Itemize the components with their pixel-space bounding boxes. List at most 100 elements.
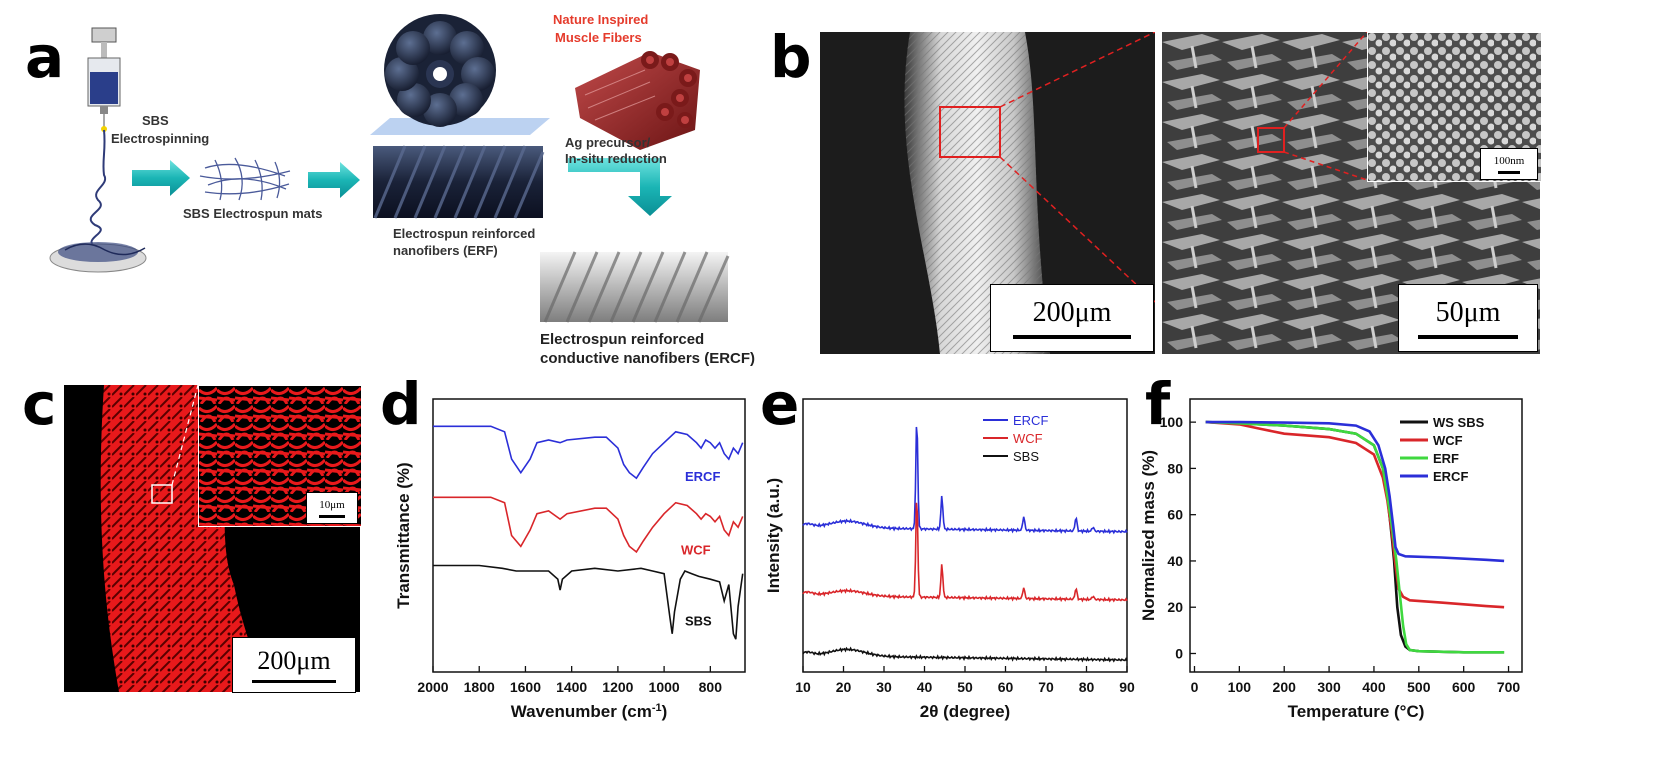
x-tick-label: 90 xyxy=(1119,679,1135,695)
scale-bar-200um: 200μm xyxy=(990,284,1154,352)
x-tick-label: 300 xyxy=(1317,679,1341,695)
syringe-icon xyxy=(87,27,121,132)
fiber-cross-section-icon xyxy=(370,14,550,135)
series-line-wcf xyxy=(802,502,1128,603)
plot-frame xyxy=(432,398,746,673)
label-nature-inspired: Nature Inspired xyxy=(553,12,649,27)
scale-bar-100nm: 100nm xyxy=(1480,148,1538,180)
x-axis-label: Temperature (°C) xyxy=(1288,702,1425,721)
electrospinning-jet xyxy=(89,129,107,249)
x-axis-label: Wavenumber (cm-1) xyxy=(511,702,668,721)
x-tick-label: 40 xyxy=(917,679,933,695)
label-sbs-mats: SBS Electrospun mats xyxy=(183,206,323,221)
scale-bar-50um: 50μm xyxy=(1398,284,1538,352)
series-line-wcf xyxy=(1205,420,1505,609)
x-tick-label: 1200 xyxy=(602,679,633,695)
x-tick-label: 100 xyxy=(1228,679,1252,695)
series-line-ercf xyxy=(433,425,744,480)
x-axis-label: 2θ (degree) xyxy=(920,702,1010,721)
panel-label-e: e xyxy=(760,370,800,438)
y-tick-label: 60 xyxy=(1167,507,1183,523)
panel-label-f: f xyxy=(1145,370,1171,438)
panel-label-b: b xyxy=(770,23,812,91)
series-label-sbs: SBS xyxy=(685,614,712,629)
series-line-ercf xyxy=(802,426,1128,535)
x-tick-label: 600 xyxy=(1452,679,1476,695)
series-line-ercf xyxy=(1205,420,1505,563)
plot-frame xyxy=(802,398,1128,673)
scale-label-200um: 200μm xyxy=(1032,297,1112,328)
arrow-right-icon xyxy=(132,160,190,196)
x-tick-label: 200 xyxy=(1273,679,1297,695)
y-axis-label: Normalized mass (%) xyxy=(1140,450,1158,621)
x-tick-label: 500 xyxy=(1407,679,1431,695)
xrd-chart: 10 20 30 40 50 60 70 80 90 ERCF WCF SBS 2θ (degree) I… xyxy=(765,398,1135,721)
erf-rope-icon xyxy=(373,145,545,219)
x-tick-label: 700 xyxy=(1497,679,1521,695)
scale-label-100nm: 100nm xyxy=(1493,154,1525,167)
label-insitu: In-situ reduction xyxy=(565,151,667,166)
sem-image-nanoparticles xyxy=(1367,32,1542,182)
x-tick-label: 800 xyxy=(699,679,723,695)
plot-frame xyxy=(1189,398,1523,673)
fabrication-schematic xyxy=(49,14,730,323)
legend-label-ercf: ERCF xyxy=(1433,469,1468,484)
label-muscle-fibers: Muscle Fibers xyxy=(555,30,642,45)
panel-label-d: d xyxy=(380,370,422,438)
x-tick-label: 10 xyxy=(795,679,811,695)
scale-label-200um-c: 200μm xyxy=(257,646,331,675)
y-axis-label: Transmittance (%) xyxy=(395,462,413,608)
arrow-down-icon xyxy=(568,158,672,216)
panel-label-a: a xyxy=(25,23,65,91)
x-tick-label: 400 xyxy=(1362,679,1386,695)
legend-label-ws-sbs: WS SBS xyxy=(1433,415,1485,430)
legend-label-wcf: WCF xyxy=(1013,431,1043,446)
x-tick-label: 1800 xyxy=(464,679,495,695)
label-ercf-2: conductive nanofibers (ERCF) xyxy=(540,350,756,367)
tga-chart: 0 100 200 300 400 500 600 700 0 20 40 60 80 100 WS SBS… xyxy=(1140,398,1523,721)
scale-label-10um: 10μm xyxy=(319,498,345,511)
series-line-sbs xyxy=(802,646,1128,663)
muscle-fiber-icon xyxy=(575,51,700,150)
x-tick-label: 70 xyxy=(1038,679,1054,695)
x-tick-label: 1600 xyxy=(510,679,541,695)
legend-label-sbs: SBS xyxy=(1013,449,1039,464)
series-line-erf xyxy=(1205,420,1505,654)
y-tick-label: 0 xyxy=(1175,645,1183,661)
label-ercf-1: Electrospun reinforced xyxy=(540,331,705,348)
scale-label-50um: 50μm xyxy=(1435,297,1501,328)
x-tick-label: 30 xyxy=(876,679,892,695)
panel-label-c: c xyxy=(22,370,57,438)
series-label-wcf: WCF xyxy=(681,543,711,558)
scale-bar-200um-c: 200μm xyxy=(232,637,356,693)
series-label-ercf: ERCF xyxy=(685,469,720,484)
x-tick-label: 20 xyxy=(836,679,852,695)
x-tick-label: 1000 xyxy=(649,679,680,695)
series-line-sbs xyxy=(433,564,744,640)
y-tick-label: 80 xyxy=(1167,460,1183,476)
label-erf-1: Electrospun reinforced xyxy=(393,226,536,241)
label-ag-precursor: Ag precursor/ xyxy=(565,135,651,150)
x-tick-label: 1400 xyxy=(556,679,587,695)
x-tick-label: 80 xyxy=(1079,679,1095,695)
ftir-chart: 2000 1800 1600 1400 1200 1000 800 ERCF WCF SBS Wav… xyxy=(395,398,746,721)
y-tick-label: 100 xyxy=(1160,414,1184,430)
collector-dish-icon xyxy=(49,242,147,273)
y-tick-label: 20 xyxy=(1167,599,1183,615)
legend-label-wcf: WCF xyxy=(1433,433,1463,448)
x-tick-label: 0 xyxy=(1191,679,1199,695)
scale-bar-10um: 10μm xyxy=(306,492,358,524)
arrow-right-icon xyxy=(308,162,360,198)
x-tick-label: 2000 xyxy=(417,679,448,695)
y-axis-label: Intensity (a.u.) xyxy=(765,478,783,593)
x-tick-label: 50 xyxy=(957,679,973,695)
series-line-wcf xyxy=(433,496,744,554)
electrospun-mat-icon xyxy=(199,157,291,201)
y-tick-label: 40 xyxy=(1167,553,1183,569)
legend-label-ercf: ERCF xyxy=(1013,413,1048,428)
zoom-region-box xyxy=(939,106,1001,158)
label-electrospinning: Electrospinning xyxy=(111,131,210,146)
series-line-ws-sbs xyxy=(1205,420,1505,654)
label-sbs: SBS xyxy=(142,113,169,128)
label-erf-2: nanofibers (ERF) xyxy=(393,243,498,258)
